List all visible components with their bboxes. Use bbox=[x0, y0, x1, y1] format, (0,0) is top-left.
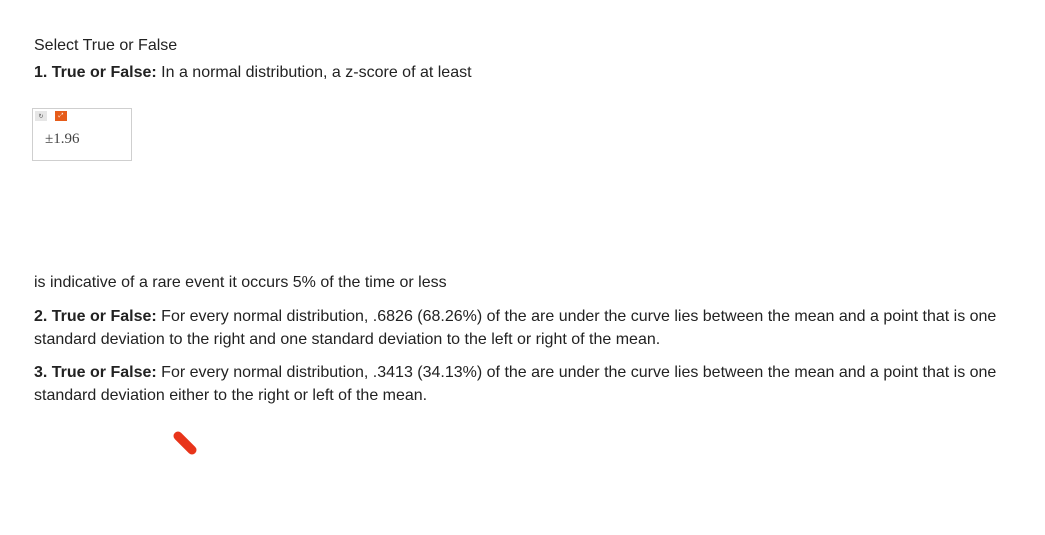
attachment-toolbar: ↻ ⤢ bbox=[33, 109, 131, 121]
q3-text: For every normal distribution, .3413 (34… bbox=[34, 364, 996, 404]
q2-text: For every normal distribution, .6826 (68… bbox=[34, 308, 996, 348]
q1-text-a: In a normal distribution, a z-score of a… bbox=[161, 64, 471, 81]
refresh-icon[interactable]: ↻ bbox=[35, 111, 47, 121]
question-1-line-b: is indicative of a rare event it occurs … bbox=[34, 271, 1011, 294]
q1-label: 1. True or False: bbox=[34, 64, 157, 81]
instructions: Select True or False bbox=[34, 34, 1011, 57]
spacer bbox=[34, 90, 1011, 108]
question-block: is indicative of a rare event it occurs … bbox=[34, 271, 1011, 407]
red-annotation-mark bbox=[172, 430, 200, 458]
spacer bbox=[34, 161, 1011, 271]
q2-label: 2. True or False: bbox=[34, 308, 157, 325]
expand-icon[interactable]: ⤢ bbox=[55, 111, 67, 121]
image-attachment[interactable]: ↻ ⤢ ±1.96 bbox=[32, 108, 132, 161]
question-1-line-a: 1. True or False: In a normal distributi… bbox=[34, 61, 1011, 84]
attachment-value: ±1.96 bbox=[33, 121, 131, 160]
question-2: 2. True or False: For every normal distr… bbox=[34, 305, 1011, 351]
question-page: Select True or False 1. True or False: I… bbox=[0, 0, 1045, 535]
q3-label: 3. True or False: bbox=[34, 364, 157, 381]
question-3: 3. True or False: For every normal distr… bbox=[34, 361, 1011, 407]
